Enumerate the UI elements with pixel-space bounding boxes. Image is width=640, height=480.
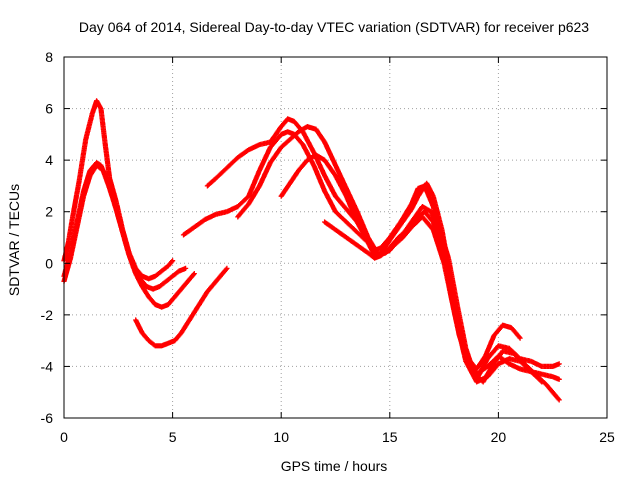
y-tick-label: 8	[45, 49, 53, 65]
series-markers	[133, 265, 230, 349]
chart-title: Day 064 of 2014, Sidereal Day-to-day VTE…	[79, 19, 589, 35]
y-tick-label: 6	[45, 101, 53, 117]
y-tick-label: -6	[41, 410, 54, 426]
axis-ticks	[63, 56, 608, 419]
y-axis-label: SDTVAR / TECUs	[6, 184, 22, 296]
x-tick-label: 5	[169, 429, 177, 445]
series-markers	[322, 209, 523, 372]
y-tick-label: -4	[41, 358, 54, 374]
y-tick-label: 2	[45, 204, 53, 220]
axis-tick-labels: 0 5 10 15 20 25 -6 -4 -2 0 2 4 6 8	[41, 49, 615, 445]
x-tick-label: 0	[60, 429, 68, 445]
series-track-d	[133, 265, 230, 349]
y-tick-label: 0	[45, 255, 53, 271]
y-tick-label: 4	[45, 152, 53, 168]
x-tick-label: 10	[273, 429, 289, 445]
series-track-i	[322, 209, 523, 372]
plot-frame	[63, 56, 608, 419]
x-tick-label: 25	[599, 429, 615, 445]
data-series	[61, 98, 562, 403]
y-tick-label: -2	[41, 307, 54, 323]
x-axis-label: GPS time / hours	[281, 458, 388, 474]
x-tick-label: 20	[491, 429, 507, 445]
x-tick-label: 15	[382, 429, 398, 445]
